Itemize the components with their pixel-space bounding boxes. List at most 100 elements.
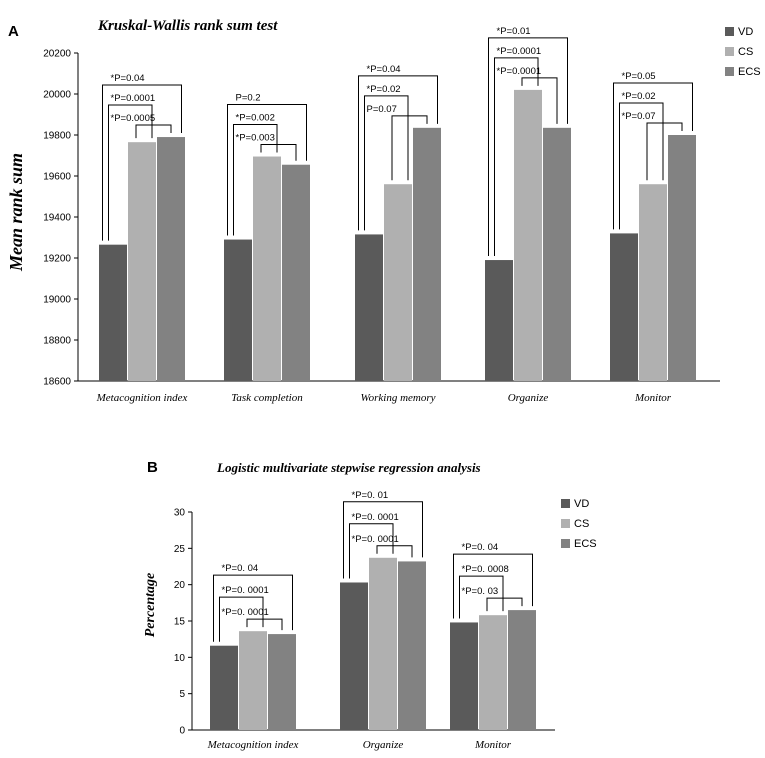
panel-a-annotation: *P=0.05 [622,71,656,82]
panel-a-letter: A [8,23,19,40]
panel-a-bracket-outer [358,75,438,231]
panel-a-bracket-inner [260,144,297,161]
panel-b-legend-label: CS [574,518,589,530]
panel-a-bracket-inner [135,124,172,139]
panel-a-bar-cs [128,142,156,381]
panel-a-bar-cs [639,184,667,381]
panel-a-legend-label: ECS [738,66,761,78]
panel-a-y-tick-label: 19000 [43,295,71,306]
panel-b-chart: 0 5 10 15 20 25 30 Metacognition index *P=0. 04 *… [174,490,597,751]
panel-b-bar-ecs [268,634,296,730]
panel-b-y-axis-label: Percentage [143,573,158,638]
panel-a-bracket-outer [613,82,693,230]
panel-a-y-tick-label: 18800 [43,336,71,347]
panel-a-y-tick-label: 19400 [43,213,71,224]
panel-a-annotation: *P=0.02 [367,84,401,95]
panel-b-annotation: *P=0. 04 [462,542,499,553]
panel-b-bracket-inner [376,545,413,558]
panel-a-category-label: Task completion [231,392,303,404]
panel-a-bar-ecs [413,127,441,381]
panel-a-bar-vd [224,239,252,381]
panel-b-annotation: *P=0. 03 [462,586,499,597]
panel-b-bar-cs [239,631,267,730]
panel-a-annotation: *P=0.003 [236,133,275,144]
panel-a-annotation: *P=0.04 [111,73,145,84]
panel-b-y-tick-label: 10 [174,653,186,664]
panel-a-bar-cs [253,156,281,381]
panel-a-legend-label: VD [738,26,753,38]
panel-a-bar-vd [355,234,383,381]
panel-a-bar-ecs [282,164,310,381]
panel-a-annotation: *P=0.0005 [111,113,156,124]
panel-a-chart: 18600 18800 19000 19200 19400 19600 19800 20000… [43,26,760,404]
panel-a-annotation: *P=0.0001 [497,46,542,57]
panel-a-bracket-middle [494,57,539,257]
panel-a-y-tick-label: 20000 [43,90,71,101]
panel-a-legend-swatch-ecs [725,67,734,76]
panel-b-bracket-middle [349,523,394,579]
panel-b-annotation: *P=0. 0001 [222,607,269,618]
panel-b-legend-swatch-vd [561,499,570,508]
panel-b-annotation: *P=0. 0001 [352,534,399,545]
panel-a-bar-cs [514,89,542,382]
panel-b-bar-vd [340,582,368,730]
panel-b-letter: B [147,459,158,476]
panel-a-annotation: *P=0.0001 [111,93,156,104]
panel-b-y-tick-label: 0 [179,726,185,737]
panel-b-annotation: *P=0. 0001 [222,585,269,596]
panel-a-annotation: *P=0.02 [622,91,656,102]
panel-a-bracket-middle [233,124,278,236]
panel-a-bracket-inner [391,115,428,181]
panel-a-legend-label: CS [738,46,753,58]
panel-b-bracket-middle [459,575,504,619]
panel-a-bar-vd [610,233,638,381]
panel-a-annotation: P=0.2 [236,93,261,104]
panel-b-bar-cs [369,557,397,730]
panel-a-legend-swatch-cs [725,47,734,56]
panel-b-y-tick-label: 30 [174,508,186,519]
panel-b-bracket-middle [219,596,264,642]
panel-b-bracket-inner [486,597,523,612]
panel-a-bracket-middle [619,102,664,230]
panel-b-legend-label: ECS [574,538,597,550]
panel-a-bar-vd [99,244,127,381]
panel-b-annotation: *P=0. 0001 [352,512,399,523]
panel-b-bar-vd [450,622,478,730]
panel-b-annotation: *P=0. 04 [222,563,259,574]
panel-a-annotation: *P=0.04 [367,64,401,75]
panel-a-bracket-outer [102,84,182,241]
panel-a-bar-ecs [543,127,571,381]
panel-a-category-label: Organize [508,392,549,404]
panel-a-bar-ecs [668,135,696,381]
panel-a-bar-cs [384,184,412,381]
panel-a-category-label: Monitor [634,392,672,404]
panel-a-y-tick-label: 20200 [43,49,71,60]
panel-b-y-tick-label: 15 [174,617,186,628]
panel-a-bracket-inner [646,122,683,181]
panel-b-annotation: *P=0. 01 [352,490,389,501]
panel-b-legend-swatch-cs [561,519,570,528]
panel-a-bar-ecs [157,137,185,381]
panel-a-y-tick-label: 19200 [43,254,71,265]
panel-a-bar-vd [485,260,513,381]
panel-a-bracket-outer [227,104,307,236]
panel-b-bar-ecs [398,561,426,730]
panel-b-category-label: Monitor [474,739,512,751]
panel-a-bracket-outer [488,37,568,257]
panel-b-legend-swatch-ecs [561,539,570,548]
panel-a-y-tick-label: 19800 [43,131,71,142]
panel-a-annotation: *P=0.01 [497,26,531,37]
panel-a-category-label: Working memory [360,392,435,404]
panel-b-y-tick-label: 25 [174,544,186,555]
panel-a-legend-swatch-vd [725,27,734,36]
panel-a-annotation: P=0.07 [367,104,397,115]
panel-a-y-axis-label: Mean rank sum [6,153,26,272]
panel-b-bracket-outer [213,574,293,642]
panel-b-bar-ecs [508,610,536,730]
panel-b-bracket-outer [453,553,533,619]
panel-a-annotation: *P=0.0001 [497,66,542,77]
panel-b-category-label: Metacognition index [207,739,299,751]
panel-b-bracket-outer [343,501,423,579]
panel-a-y-tick-label: 19600 [43,172,71,183]
